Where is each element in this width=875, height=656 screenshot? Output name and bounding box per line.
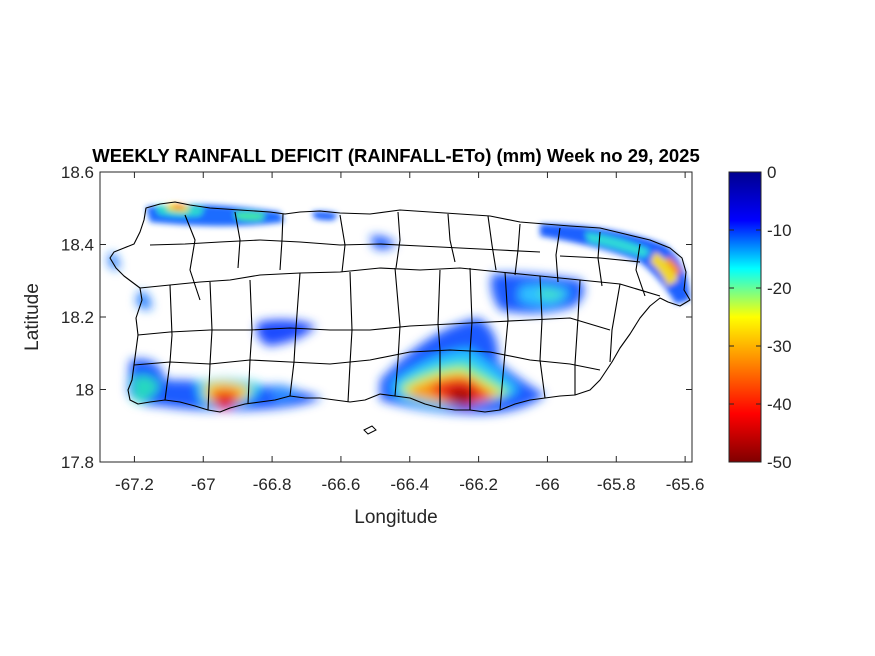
colorbar-ticks: 0 -10 -20 -30 -40 -50 xyxy=(729,163,792,472)
x-axis-label: Longitude xyxy=(354,507,437,528)
municipality-boundaries xyxy=(109,201,691,413)
y-tick-label: 18.6 xyxy=(61,163,94,182)
colorbar-tick-label: -50 xyxy=(767,453,792,472)
deficit-south-central xyxy=(380,318,545,415)
deficit-northwest-coast xyxy=(146,203,338,226)
caja-de-muertos-island xyxy=(363,425,377,435)
x-tick-label: -65.6 xyxy=(666,475,705,494)
colorbar-tick-label: 0 xyxy=(767,163,776,182)
y-axis-ticks: 17.8 18 18.2 18.4 18.6 xyxy=(61,163,692,472)
y-tick-label: 17.8 xyxy=(61,453,94,472)
colorbar xyxy=(728,171,762,463)
deficit-east-central xyxy=(370,235,584,314)
chart-title: WEEKLY RAINFALL DEFICIT (RAINFALL-ETo) (… xyxy=(92,145,700,166)
deficit-southwest-coast xyxy=(128,359,322,411)
deficit-field xyxy=(108,203,690,415)
y-tick-label: 18 xyxy=(75,381,94,400)
y-axis-label: Latitude xyxy=(22,283,43,351)
colorbar-tick-label: -30 xyxy=(767,337,792,356)
deficit-northeast-coast xyxy=(540,224,690,304)
y-tick-label: 18.2 xyxy=(61,308,94,327)
colorbar-tick-label: -10 xyxy=(767,221,792,240)
colorbar-tick-label: -20 xyxy=(767,279,792,298)
island-outline xyxy=(109,201,691,413)
x-tick-label: -66.2 xyxy=(459,475,498,494)
x-tick-label: -65.8 xyxy=(597,475,636,494)
x-axis-ticks: -67.2 -67 -66.8 -66.6 -66.4 -66.2 -66 -65.8 -65.… xyxy=(115,172,704,494)
x-tick-label: -67.2 xyxy=(115,475,154,494)
x-tick-label: -66.4 xyxy=(390,475,429,494)
x-tick-label: -66.6 xyxy=(322,475,361,494)
x-tick-label: -66.8 xyxy=(253,475,292,494)
y-tick-label: 18.4 xyxy=(61,236,94,255)
colorbar-tick-label: -40 xyxy=(767,395,792,414)
x-tick-label: -66 xyxy=(535,475,560,494)
x-tick-label: -67 xyxy=(191,475,216,494)
